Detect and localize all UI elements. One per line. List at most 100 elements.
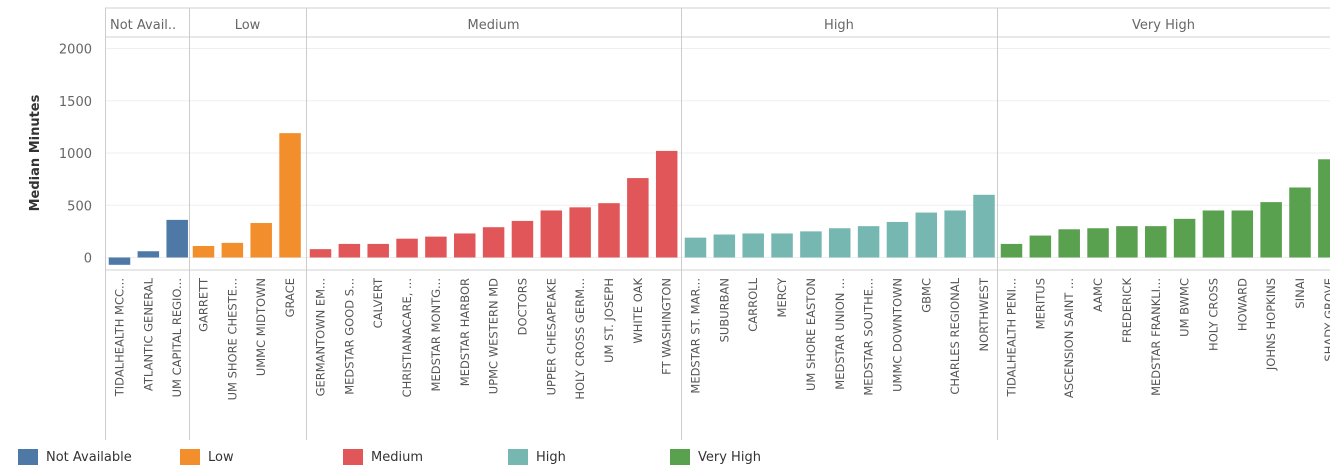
bar[interactable] [250,223,272,258]
legend-item[interactable]: Medium [343,447,423,467]
bar[interactable] [425,236,447,258]
bar[interactable] [1260,202,1282,258]
bar[interactable] [713,234,736,258]
category-label: JOHNS HOPKINS [1264,278,1278,371]
bars [108,133,1330,265]
category-label: ATLANTIC GENERAL [141,277,155,391]
category-label: DOCTORS [515,278,529,335]
category-label: UM SHORE CHESTE... [225,278,239,400]
category-labels: TIDALHEALTH MCC... ATLANTIC GENERAL UM CAP… [113,277,1330,400]
y-axis-label: Median Minutes [28,94,43,211]
bar[interactable] [886,221,909,258]
category-label: NORTHWEST [977,277,991,351]
y-tick-label: 1000 [59,147,92,162]
category-label: GERMANTOWN EM... [314,278,328,396]
category-label: WHITE OAK [631,278,645,344]
bar[interactable] [1087,228,1109,258]
category-label: MEDSTAR SOUTHE... [862,278,876,396]
category-label: UMMC DOWNTOWN [890,278,904,392]
gridlines [105,7,1330,440]
legend-swatch [343,449,363,465]
bar[interactable] [771,233,793,258]
bar[interactable] [1116,226,1138,258]
legend-swatch [670,449,690,465]
category-label: UM CAPITAL REGIO... [170,278,184,397]
y-tick-label: 0 [84,252,92,267]
category-label: MERCY [775,277,789,317]
bar[interactable] [540,210,563,258]
legend-label: High [536,449,566,465]
bar[interactable] [166,219,188,258]
legend-label: Not Available [46,449,132,465]
bar[interactable] [800,231,822,258]
category-label: TIDALHEALTH PENI... [1005,278,1019,397]
category-label: MEDSTAR UNION ... [833,278,847,390]
group-headers: Not Avail.. Low Medium High Very High [110,18,1195,33]
category-label: MEDSTAR HARBOR [458,278,472,386]
bar[interactable] [857,226,880,258]
legend-item[interactable]: Very High [670,447,761,467]
category-label: SINAI [1293,278,1307,309]
category-label: HOLY CROSS GERM... [573,278,587,400]
category-label: UM SHORE EASTON [804,278,818,391]
bar[interactable] [137,251,160,258]
legend-swatch [180,449,200,465]
y-axis: 0 500 1000 1500 2000 [59,43,92,267]
bar[interactable] [655,150,678,258]
category-label: UPMC WESTERN MD [487,278,501,394]
group-header: High [824,18,854,33]
bar[interactable] [627,178,649,258]
bar[interactable] [511,220,534,258]
bar[interactable] [973,194,995,258]
legend-item[interactable]: High [508,447,566,467]
bar[interactable] [1231,210,1254,258]
bar[interactable] [1058,229,1080,258]
bar[interactable] [1318,159,1330,258]
y-tick-label: 1500 [59,95,92,110]
bar[interactable] [396,238,418,258]
bar[interactable] [1202,210,1225,258]
legend-swatch [508,449,528,465]
category-label: MERITUS [1033,278,1047,329]
legend-item[interactable]: Not Available [18,447,132,467]
category-label: FREDERICK [1120,278,1134,343]
bar[interactable] [829,228,851,258]
bar[interactable] [279,133,301,258]
bar[interactable] [108,257,131,265]
bar[interactable] [1145,226,1167,258]
bar[interactable] [569,207,591,258]
bar[interactable] [1000,243,1023,258]
bar[interactable] [221,242,244,258]
bar[interactable] [1289,187,1311,258]
legend-label: Low [208,449,234,465]
category-label: MEDSTAR FRANKLI... [1149,278,1163,396]
bar[interactable] [598,203,620,258]
legend-item[interactable]: Low [180,447,234,467]
y-tick-label: 500 [67,199,92,214]
category-label: HOLY CROSS [1206,278,1220,351]
bar[interactable] [742,233,764,258]
legend-label: Medium [371,449,423,465]
group-header: Not Avail.. [110,18,176,33]
category-label: TIDALHEALTH MCC... [113,278,127,397]
bar[interactable] [367,243,389,258]
group-header: Low [235,18,261,33]
bar[interactable] [482,227,505,258]
category-label: MEDSTAR ST. MAR... [689,278,703,394]
bar[interactable] [338,243,361,258]
category-label: CHARLES REGIONAL [948,277,962,394]
category-label: FT WASHINGTON [660,278,674,375]
category-label: ASCENSION SAINT ... [1062,278,1076,398]
bar[interactable] [309,249,332,258]
bar[interactable] [454,233,476,258]
bar[interactable] [192,246,215,258]
group-header: Very High [1132,18,1195,33]
bar[interactable] [944,210,966,258]
bar[interactable] [1029,235,1052,258]
category-label: UM ST. JOSEPH [602,278,616,363]
bar[interactable] [684,237,707,258]
legend-label: Very High [698,449,761,465]
bar[interactable] [915,212,938,258]
bar[interactable] [1173,218,1196,258]
bar-chart: Not Avail.. Low Medium High Very High 0 500 10… [28,7,1330,440]
